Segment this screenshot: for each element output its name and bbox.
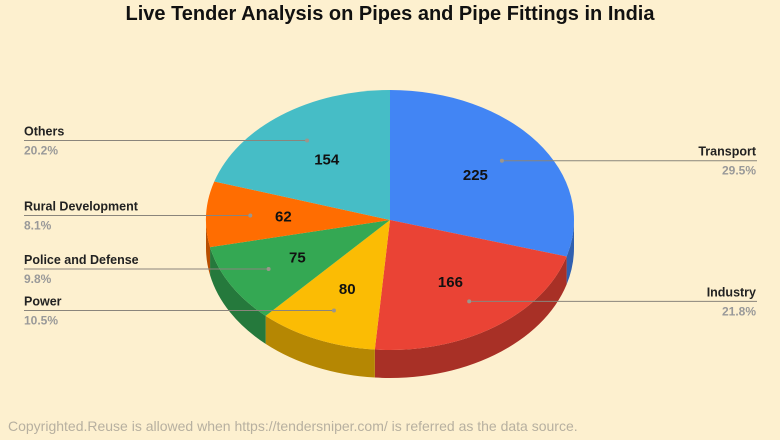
pie-labels: 225 Transport 29.5% 166 Industry 21.8% 80 Power… — [24, 124, 757, 328]
pie-slice-industry — [374, 220, 567, 350]
slice-name-industry: Industry — [707, 285, 756, 299]
value-label-power: 80 — [339, 281, 356, 298]
pie-side-transport — [566, 220, 574, 285]
value-label-rural-development: 62 — [275, 209, 292, 226]
pie-tops — [206, 90, 574, 350]
leader-dot-transport — [499, 158, 504, 163]
slice-percent-industry: 21.8% — [722, 304, 756, 318]
value-label-transport: 225 — [463, 167, 488, 184]
value-label-industry: 166 — [438, 274, 463, 291]
leader-dot-power — [331, 308, 336, 313]
chart-title: Live Tender Analysis on Pipes and Pipe F… — [126, 3, 656, 25]
slice-percent-power: 10.5% — [24, 314, 58, 328]
pie-slice-others — [214, 90, 390, 220]
leader-dot-police-and-defense — [266, 267, 271, 272]
value-label-others: 154 — [314, 151, 340, 168]
pie-side-police-and-defense — [210, 247, 266, 344]
slice-name-rural-development: Rural Development — [24, 200, 139, 214]
pie-sides — [206, 220, 574, 378]
leader-dot-rural-development — [248, 213, 253, 218]
pie-slice-transport — [390, 90, 574, 257]
footer-note: Copyrighted.Reuse is allowed when https:… — [8, 418, 578, 434]
pie-slice-police-and-defense — [210, 220, 390, 316]
slice-percent-transport: 29.5% — [722, 164, 756, 178]
pie-slice-rural-development — [206, 181, 390, 248]
slice-percent-others: 20.2% — [24, 143, 58, 157]
pie-side-power — [265, 315, 375, 378]
slice-name-others: Others — [24, 124, 64, 138]
slice-percent-police-and-defense: 9.8% — [24, 272, 52, 286]
pie-side-rural-development — [206, 220, 211, 276]
leader-dot-others — [305, 138, 310, 143]
slice-name-power: Power — [24, 295, 62, 309]
pie-slice-power — [265, 220, 390, 350]
value-label-police-and-defense: 75 — [289, 249, 306, 266]
slice-name-transport: Transport — [698, 145, 756, 159]
pie-side-industry — [374, 256, 567, 378]
leader-dot-industry — [467, 299, 472, 304]
slice-name-police-and-defense: Police and Defense — [24, 253, 139, 267]
slice-percent-rural-development: 8.1% — [24, 219, 52, 233]
